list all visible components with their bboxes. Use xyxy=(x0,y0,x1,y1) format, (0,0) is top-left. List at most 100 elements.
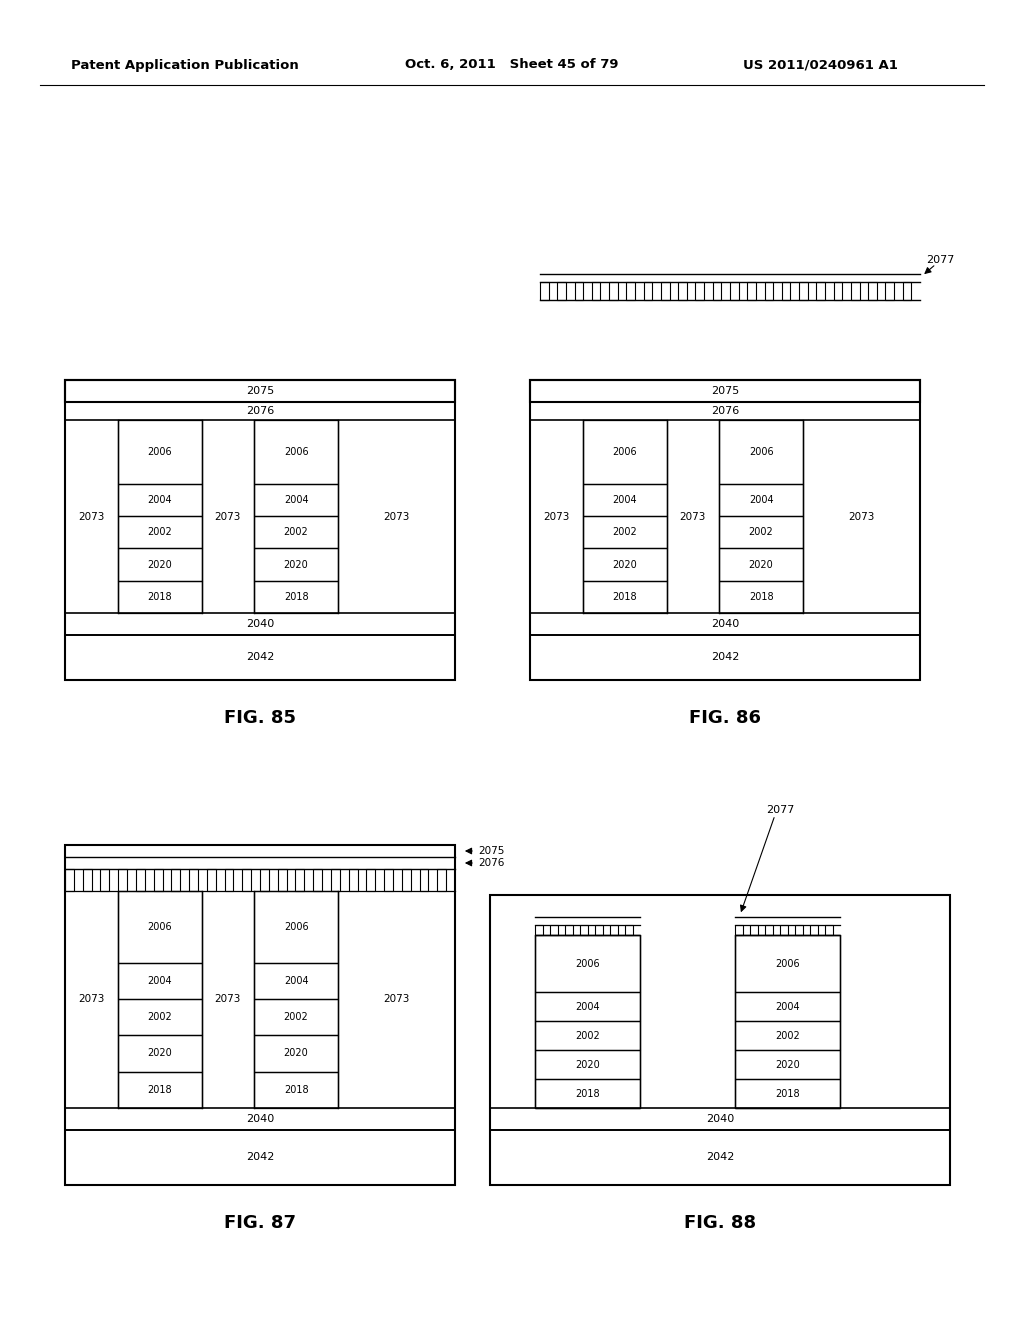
Bar xyxy=(118,483,202,516)
Bar xyxy=(580,925,588,935)
Bar xyxy=(189,869,198,891)
Text: 2018: 2018 xyxy=(284,1085,308,1094)
Bar xyxy=(100,869,110,891)
Bar xyxy=(735,1078,840,1107)
Text: 2002: 2002 xyxy=(575,1031,600,1040)
Bar xyxy=(530,380,920,680)
Text: 2002: 2002 xyxy=(775,1031,800,1040)
Bar xyxy=(490,1107,950,1130)
Bar xyxy=(136,869,144,891)
Bar xyxy=(254,420,338,483)
Bar xyxy=(583,516,667,548)
Bar xyxy=(644,282,652,300)
Bar xyxy=(65,380,455,403)
Bar xyxy=(719,548,803,581)
Bar xyxy=(530,635,920,680)
Text: 2006: 2006 xyxy=(749,447,773,457)
Text: 2040: 2040 xyxy=(246,619,274,630)
Bar xyxy=(557,282,566,300)
Bar xyxy=(154,869,163,891)
Bar xyxy=(834,282,843,300)
Bar xyxy=(65,403,455,420)
Text: 2004: 2004 xyxy=(775,1002,800,1011)
Text: 2073: 2073 xyxy=(215,994,241,1005)
Bar xyxy=(254,548,338,581)
Bar xyxy=(118,962,202,999)
Text: 2006: 2006 xyxy=(147,921,172,932)
Text: 2006: 2006 xyxy=(575,958,600,969)
Text: 2018: 2018 xyxy=(284,591,308,602)
Bar xyxy=(254,483,338,516)
Text: 2073: 2073 xyxy=(848,511,874,521)
Text: 2002: 2002 xyxy=(284,1012,308,1022)
Text: 2020: 2020 xyxy=(284,1048,308,1059)
Bar xyxy=(795,925,803,935)
Bar xyxy=(609,282,617,300)
Text: 2073: 2073 xyxy=(78,994,104,1005)
Text: Oct. 6, 2011   Sheet 45 of 79: Oct. 6, 2011 Sheet 45 of 79 xyxy=(406,58,618,71)
Text: 2073: 2073 xyxy=(383,511,410,521)
Bar xyxy=(735,1049,840,1078)
Text: US 2011/0240961 A1: US 2011/0240961 A1 xyxy=(742,58,897,71)
Text: 2018: 2018 xyxy=(612,591,637,602)
Bar xyxy=(678,282,687,300)
Text: 2020: 2020 xyxy=(147,1048,172,1059)
Text: 2040: 2040 xyxy=(246,1114,274,1125)
Bar xyxy=(367,869,375,891)
Text: 2004: 2004 xyxy=(147,975,172,986)
Bar xyxy=(583,420,667,483)
Bar xyxy=(331,869,340,891)
Text: Patent Application Publication: Patent Application Publication xyxy=(71,58,299,71)
Bar xyxy=(627,282,635,300)
Text: 2073: 2073 xyxy=(78,511,104,521)
Text: 2020: 2020 xyxy=(612,560,637,569)
Bar xyxy=(118,548,202,581)
Bar xyxy=(592,282,600,300)
Text: 2006: 2006 xyxy=(775,958,800,969)
Text: 2077: 2077 xyxy=(766,805,795,814)
Text: 2020: 2020 xyxy=(575,1060,600,1069)
Bar xyxy=(65,845,455,1185)
Bar xyxy=(583,581,667,612)
Text: 2004: 2004 xyxy=(612,495,637,504)
Bar xyxy=(254,962,338,999)
Bar xyxy=(660,282,670,300)
Bar xyxy=(851,282,859,300)
Bar xyxy=(868,282,877,300)
Text: 2004: 2004 xyxy=(147,495,172,504)
Bar xyxy=(118,420,202,483)
Bar xyxy=(65,1130,455,1185)
Bar xyxy=(296,869,304,891)
Bar xyxy=(530,403,920,420)
Bar xyxy=(384,869,393,891)
Bar xyxy=(781,282,791,300)
Bar xyxy=(348,869,357,891)
Bar xyxy=(530,380,920,403)
Bar xyxy=(118,516,202,548)
Bar xyxy=(765,282,773,300)
Text: 2002: 2002 xyxy=(749,527,773,537)
Bar xyxy=(735,935,840,993)
Text: 2004: 2004 xyxy=(749,495,773,504)
Bar xyxy=(254,891,338,962)
Bar xyxy=(750,925,758,935)
Text: 2004: 2004 xyxy=(284,495,308,504)
Bar xyxy=(550,925,557,935)
Bar xyxy=(816,282,825,300)
Text: 2004: 2004 xyxy=(284,975,308,986)
Bar xyxy=(490,895,950,1185)
Text: 2075: 2075 xyxy=(246,385,274,396)
Bar xyxy=(118,1072,202,1107)
Text: 2077: 2077 xyxy=(926,255,954,265)
Bar xyxy=(719,483,803,516)
Bar xyxy=(65,1107,455,1130)
Bar xyxy=(65,380,455,680)
Text: 2018: 2018 xyxy=(575,1089,600,1098)
Text: FIG. 88: FIG. 88 xyxy=(684,1214,756,1232)
Bar xyxy=(583,483,667,516)
Text: 2042: 2042 xyxy=(246,652,274,663)
Bar xyxy=(65,635,455,680)
Text: 2020: 2020 xyxy=(775,1060,800,1069)
Bar xyxy=(610,925,617,935)
Bar xyxy=(254,516,338,548)
